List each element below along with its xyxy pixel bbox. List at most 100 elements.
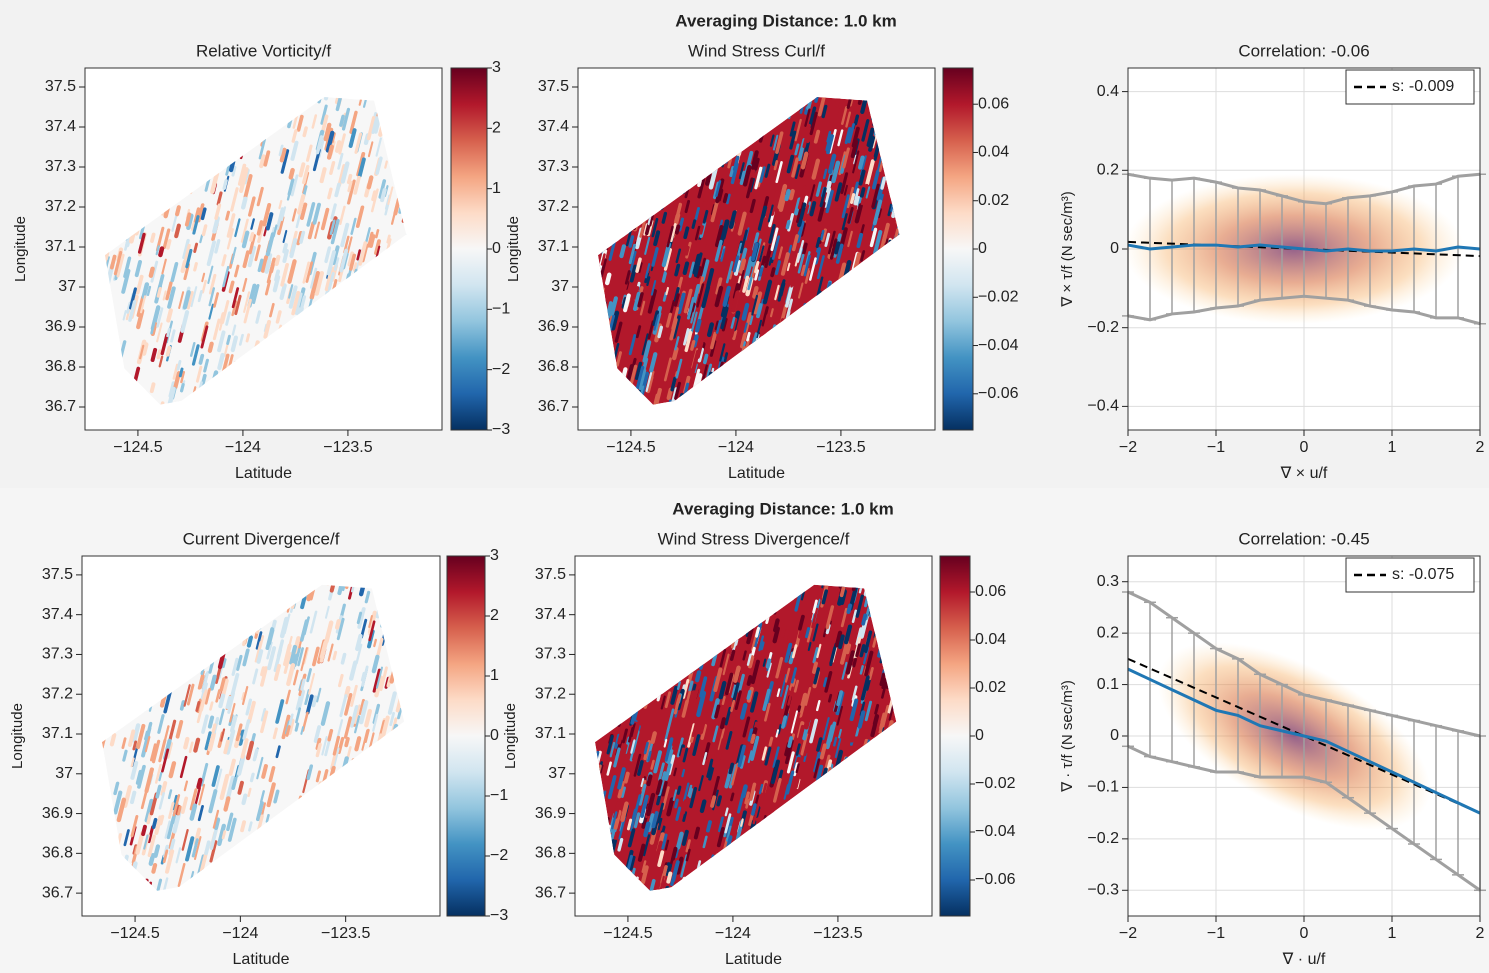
streak xyxy=(700,819,708,834)
streak xyxy=(827,153,837,175)
streak xyxy=(755,626,761,638)
streak xyxy=(755,319,763,339)
streak xyxy=(291,129,298,143)
streak xyxy=(822,677,828,688)
streak xyxy=(260,710,269,734)
streak xyxy=(831,160,841,184)
streak xyxy=(201,224,208,237)
streak xyxy=(851,126,860,148)
streak xyxy=(749,198,756,214)
streak xyxy=(255,801,264,822)
streak xyxy=(285,689,291,705)
streak xyxy=(666,871,673,884)
streak xyxy=(226,213,236,238)
streak xyxy=(246,635,254,648)
streak xyxy=(762,658,767,667)
streak xyxy=(860,96,870,115)
streak xyxy=(728,762,735,775)
streak xyxy=(641,860,647,873)
streak xyxy=(165,849,175,874)
streak xyxy=(154,815,163,835)
streak xyxy=(309,267,318,289)
x-tick-label: 1 xyxy=(1388,439,1397,456)
streak xyxy=(130,815,139,838)
streak xyxy=(296,230,303,246)
streak xyxy=(672,315,681,339)
streak xyxy=(329,584,337,593)
streak xyxy=(829,238,838,260)
streak xyxy=(218,693,226,709)
streak xyxy=(854,203,863,224)
streak xyxy=(845,111,852,128)
streak xyxy=(682,678,690,699)
streak xyxy=(733,259,741,276)
streak xyxy=(147,834,156,858)
streak xyxy=(389,711,395,727)
streak xyxy=(826,134,834,155)
error-envelope xyxy=(1127,744,1481,892)
streak xyxy=(661,271,667,283)
streak xyxy=(752,285,759,299)
streak xyxy=(132,723,141,743)
streak xyxy=(316,687,322,703)
streak xyxy=(196,777,203,790)
streak xyxy=(240,196,248,210)
streak xyxy=(628,727,634,743)
streak xyxy=(675,856,684,875)
y-tick-label: 37 xyxy=(548,765,566,782)
streak xyxy=(806,99,812,111)
streak xyxy=(234,218,241,238)
streak xyxy=(344,685,351,698)
streak xyxy=(847,123,855,144)
streak xyxy=(702,835,708,849)
y-tick-label: 37.5 xyxy=(45,78,76,95)
streak xyxy=(852,114,860,130)
streak xyxy=(175,720,184,739)
streak xyxy=(234,264,240,278)
streak xyxy=(775,656,784,679)
streak xyxy=(228,159,236,173)
streak xyxy=(762,688,771,712)
streak xyxy=(245,740,255,761)
y-tick-label: 37.2 xyxy=(45,198,76,215)
streak xyxy=(245,333,251,343)
y-tick-label: 37.4 xyxy=(535,606,566,623)
streak xyxy=(712,749,720,768)
streak xyxy=(821,228,827,243)
colorbar-tick-label: 3 xyxy=(490,547,499,564)
streak xyxy=(346,236,353,256)
streak xyxy=(218,708,225,726)
x-tick-label: −123.5 xyxy=(321,925,370,942)
streak xyxy=(165,281,173,301)
streak xyxy=(354,715,361,734)
streak xyxy=(661,781,668,797)
streak xyxy=(236,754,246,776)
streak xyxy=(109,254,117,270)
colorbar-tick-label: 1 xyxy=(490,667,499,684)
streak xyxy=(195,365,203,383)
streak xyxy=(841,661,848,680)
streak xyxy=(146,721,153,735)
streak xyxy=(158,792,165,810)
streak xyxy=(838,226,846,243)
streak xyxy=(781,684,789,709)
streak xyxy=(872,714,880,726)
streak xyxy=(743,322,748,333)
streak xyxy=(150,260,159,283)
streak xyxy=(225,311,231,326)
streak xyxy=(777,183,788,210)
streak xyxy=(737,744,746,768)
streak xyxy=(741,302,750,321)
streak xyxy=(158,738,167,763)
streak xyxy=(852,224,860,244)
streak xyxy=(834,630,843,648)
streak xyxy=(715,180,722,198)
streak xyxy=(330,219,340,245)
streak xyxy=(869,227,878,248)
streak xyxy=(809,111,818,136)
streak xyxy=(841,194,850,219)
streak xyxy=(282,229,288,243)
streak xyxy=(158,771,163,782)
streak xyxy=(669,223,677,243)
streak xyxy=(375,229,380,239)
